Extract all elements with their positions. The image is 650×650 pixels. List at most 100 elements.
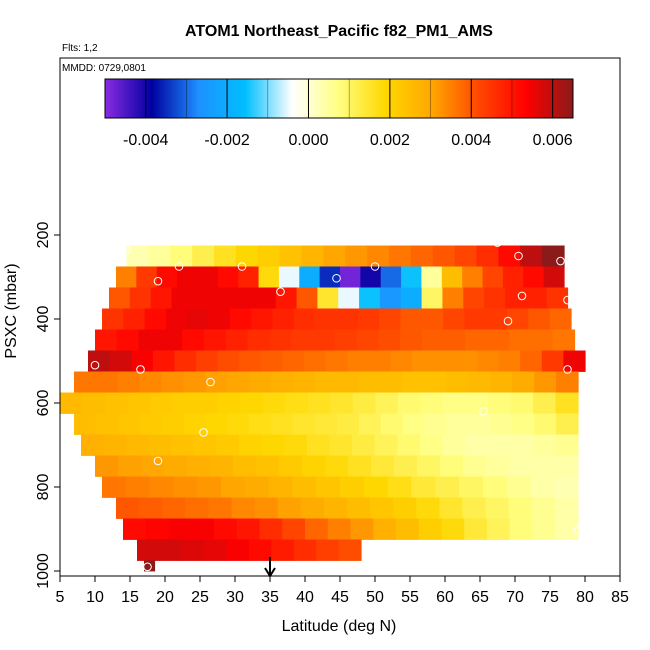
heatmap-cell — [149, 476, 174, 498]
heatmap-cell — [284, 434, 308, 456]
x-tick-label: 25 — [191, 589, 209, 606]
observation-point — [514, 251, 523, 261]
heatmap-cell — [327, 518, 352, 540]
heatmap-cell — [293, 308, 316, 330]
heatmap-cell — [192, 287, 214, 309]
heatmap-cell — [441, 266, 463, 288]
heatmap-cell — [352, 434, 376, 456]
x-tick-label: 85 — [611, 589, 629, 606]
heatmap-cell — [476, 350, 500, 372]
heatmap-cell — [446, 413, 470, 435]
heatmap-cell — [411, 476, 436, 498]
heatmap-cell — [205, 413, 228, 435]
heatmap-cell — [148, 434, 172, 456]
heatmap-cell — [380, 413, 404, 435]
heatmap-cell — [197, 476, 222, 498]
heatmap-cell — [171, 287, 193, 309]
heatmap-cell — [275, 287, 298, 309]
heatmap-cell — [109, 287, 131, 309]
heatmap-cell — [531, 497, 556, 519]
heatmap-cell — [221, 476, 246, 498]
heatmap-cell — [352, 392, 376, 414]
x-tick-label: 10 — [86, 589, 104, 606]
heatmap-cell — [534, 413, 557, 435]
x-tick-label: 20 — [156, 589, 174, 606]
heatmap-cell — [487, 392, 512, 414]
heatmap-cell — [443, 329, 467, 351]
heatmap-cell — [504, 287, 527, 309]
heatmap-cell — [82, 392, 106, 414]
heatmap-cell — [208, 308, 231, 330]
heatmap-cell — [210, 455, 234, 477]
heatmap-cell — [416, 497, 440, 519]
observation-points — [90, 238, 586, 572]
x-tick-label: 5 — [56, 589, 65, 606]
observation-point — [90, 360, 100, 370]
heatmap-cell — [307, 392, 331, 414]
heatmap-cell — [432, 245, 456, 267]
heatmap-cell — [530, 476, 555, 498]
observation-point — [199, 428, 208, 437]
heatmap-cell — [340, 266, 361, 288]
heatmap-cell — [487, 518, 511, 540]
heatmap-cell — [296, 287, 319, 309]
x-tick-label: 70 — [506, 589, 524, 606]
heatmap-cell — [235, 245, 259, 267]
heatmap-cell — [271, 413, 294, 435]
colorbar: -0.004 -0.002 0.000 0.002 0.004 0.006 — [104, 78, 574, 149]
heatmap-cell — [442, 434, 466, 456]
heatmap-cell — [162, 497, 186, 519]
heatmap-cell — [145, 518, 170, 540]
heatmap-cell — [282, 518, 306, 540]
heatmap-cell — [214, 245, 237, 267]
heatmap-cell — [396, 518, 420, 540]
heatmap-cell — [173, 476, 198, 498]
heatmap-cell — [164, 455, 188, 477]
x-tick-label: 45 — [331, 589, 349, 606]
heatmap-cell — [482, 476, 508, 498]
heatmap-cell — [254, 287, 277, 309]
heatmap-cell — [123, 518, 147, 540]
y-tick-label: 1000 — [35, 553, 52, 589]
heatmap-cell — [239, 434, 263, 456]
heatmap-cell — [523, 266, 545, 288]
heatmap-cell — [329, 434, 353, 456]
heatmap-cell — [193, 434, 218, 456]
heatmap-cell — [563, 350, 586, 372]
y-tick-label: 200 — [35, 222, 52, 249]
y-tick-label: 400 — [35, 306, 52, 333]
heatmap-cell — [367, 245, 390, 267]
x-tick-label: 80 — [576, 589, 594, 606]
observation-point — [122, 245, 131, 254]
heatmap-cell — [340, 476, 365, 498]
observation-point — [143, 562, 152, 572]
heatmap-cell — [520, 350, 543, 372]
heatmap-cell — [293, 413, 316, 435]
colorbar-tick-label: 0.006 — [533, 132, 573, 149]
heatmap-cell — [555, 392, 579, 414]
heatmap-cell — [482, 266, 504, 288]
heatmap-cell — [397, 434, 421, 456]
heatmap-cell — [334, 329, 358, 351]
heatmap-cell — [468, 413, 491, 435]
heatmap-cell — [465, 434, 489, 456]
heatmap-cell — [512, 413, 535, 435]
heatmap-cell — [421, 287, 444, 309]
heatmap-cell — [260, 350, 284, 372]
heatmap-cell — [400, 308, 423, 330]
heatmap-cell — [446, 371, 470, 393]
heatmap-cell — [379, 308, 402, 330]
heatmap-cell — [543, 266, 565, 288]
heatmap-cell — [336, 308, 359, 330]
heatmap-cell — [315, 371, 338, 393]
heatmap-cell — [204, 539, 228, 561]
colorbar-gradient — [104, 78, 574, 119]
heatmap-cell — [417, 455, 441, 477]
heatmap-cell — [402, 413, 426, 435]
heatmap-cell — [183, 371, 207, 393]
heatmap-cell — [187, 308, 210, 330]
heatmap-cell — [159, 539, 183, 561]
heatmap-cell — [152, 350, 176, 372]
heatmap-cell — [420, 392, 444, 414]
heatmap-cell — [282, 350, 305, 372]
